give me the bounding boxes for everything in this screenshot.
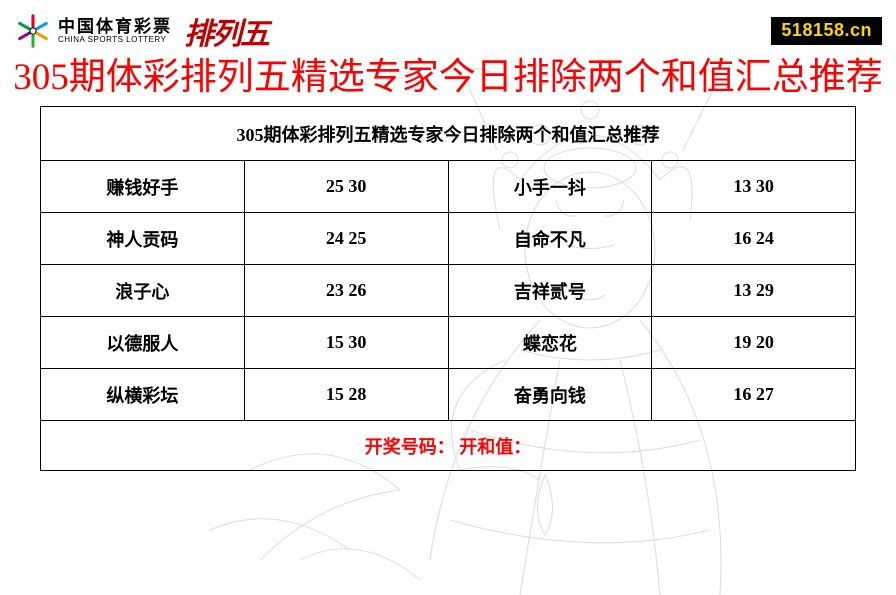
table-row: 神人贡码 24 25 自命不凡 16 24 — [41, 213, 856, 265]
table-row: 浪子心 23 26 吉祥贰号 13 29 — [41, 265, 856, 317]
table-row: 赚钱好手 25 30 小手一抖 13 30 — [41, 161, 856, 213]
expert-value: 25 30 — [244, 161, 448, 213]
expert-value: 13 29 — [652, 265, 856, 317]
table-caption-row: 305期体彩排列五精选专家今日排除两个和值汇总推荐 — [41, 107, 856, 161]
brand: 中国体育彩票 CHINA SPORTS LOTTERY 排列五 — [14, 9, 268, 53]
expert-value: 19 20 — [652, 317, 856, 369]
brand-text: 中国体育彩票 CHINA SPORTS LOTTERY — [58, 18, 172, 44]
expert-name: 神人贡码 — [41, 213, 245, 265]
page-title: 305期体彩排列五精选专家今日排除两个和值汇总推荐 — [0, 56, 896, 106]
expert-value: 23 26 — [244, 265, 448, 317]
site-badge: 518158.cn — [771, 17, 882, 45]
brand-cn: 中国体育彩票 — [58, 18, 172, 36]
expert-name: 纵横彩坛 — [41, 369, 245, 421]
result-row: 开奖号码： 开和值： — [41, 421, 856, 471]
table-row: 纵横彩坛 15 28 奋勇向钱 16 27 — [41, 369, 856, 421]
expert-value: 15 28 — [244, 369, 448, 421]
expert-name: 赚钱好手 — [41, 161, 245, 213]
expert-value: 16 24 — [652, 213, 856, 265]
brand-en: CHINA SPORTS LOTTERY — [58, 36, 172, 44]
table-caption: 305期体彩排列五精选专家今日排除两个和值汇总推荐 — [41, 107, 856, 161]
brand-game-name: 排列五 — [184, 9, 268, 53]
expert-value: 16 27 — [652, 369, 856, 421]
expert-name: 自命不凡 — [448, 213, 652, 265]
expert-value: 13 30 — [652, 161, 856, 213]
expert-name: 小手一抖 — [448, 161, 652, 213]
expert-value: 15 30 — [244, 317, 448, 369]
result-text: 开奖号码： 开和值： — [41, 421, 856, 471]
lottery-logo-icon — [14, 12, 52, 50]
expert-name: 吉祥贰号 — [448, 265, 652, 317]
table-row: 以德服人 15 30 蝶恋花 19 20 — [41, 317, 856, 369]
recommendation-table: 305期体彩排列五精选专家今日排除两个和值汇总推荐 赚钱好手 25 30 小手一… — [40, 106, 856, 471]
expert-value: 24 25 — [244, 213, 448, 265]
expert-name: 蝶恋花 — [448, 317, 652, 369]
expert-name: 以德服人 — [41, 317, 245, 369]
expert-name: 浪子心 — [41, 265, 245, 317]
header: 中国体育彩票 CHINA SPORTS LOTTERY 排列五 518158.c… — [0, 0, 896, 56]
expert-name: 奋勇向钱 — [448, 369, 652, 421]
